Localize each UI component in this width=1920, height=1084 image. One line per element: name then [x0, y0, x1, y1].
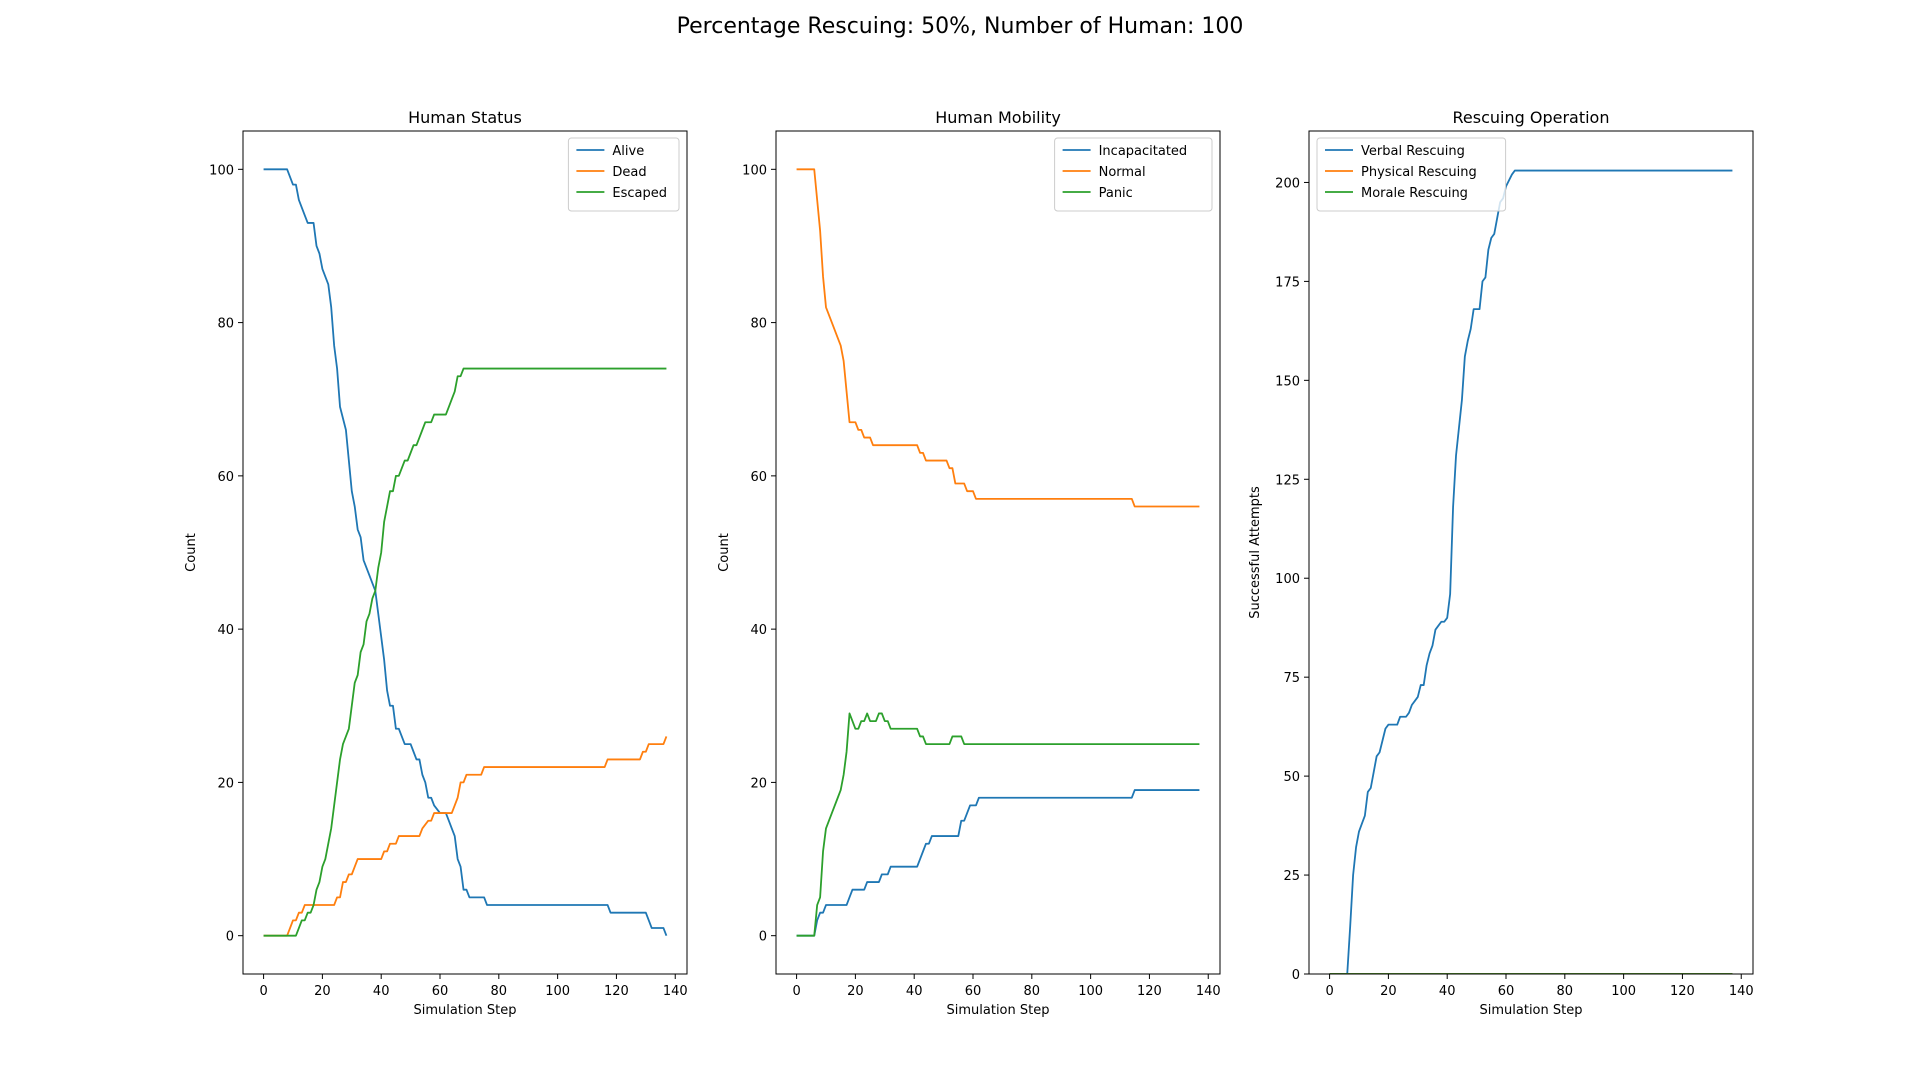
y-tick-label: 50: [1283, 770, 1300, 785]
legend-label-panic: Panic: [1099, 186, 1133, 201]
y-tick-label: 100: [1275, 572, 1300, 587]
x-tick-label: 80: [491, 984, 508, 999]
x-tick-label: 40: [373, 984, 390, 999]
x-tick-label: 140: [663, 984, 688, 999]
series-line-incapacitated: [796, 789, 1200, 937]
legend: Incapacitated Normal Panic: [1054, 137, 1213, 212]
legend: Verbal Rescuing Physical Rescuing Morale R…: [1316, 137, 1507, 212]
legend-label-morale-rescuing: Morale Rescuing: [1361, 186, 1468, 201]
y-tick-label: 40: [750, 623, 767, 638]
x-tick-label: 20: [1380, 984, 1397, 999]
y-tick-label: 0: [226, 930, 234, 945]
legend-label-dead: Dead: [612, 165, 646, 180]
x-axis-label: Simulation Step: [947, 1003, 1050, 1018]
x-tick-label: 20: [847, 984, 864, 999]
legend-label-alive: Alive: [612, 144, 644, 159]
legend-box: [1054, 137, 1213, 212]
x-tick-label: 0: [259, 984, 267, 999]
x-tick-label: 120: [1670, 984, 1695, 999]
y-tick-label: 0: [1292, 968, 1300, 983]
legend-label-incapacitated: Incapacitated: [1099, 144, 1188, 159]
x-tick-label: 140: [1729, 984, 1754, 999]
x-axis-label: Simulation Step: [414, 1003, 517, 1018]
y-tick-label: 80: [217, 317, 234, 332]
legend-label-escaped: Escaped: [612, 186, 667, 201]
axes-frame: [775, 130, 1221, 975]
y-tick-label: 25: [1283, 869, 1300, 884]
series-line-panic: [796, 712, 1200, 937]
subplot-title: Human Mobility: [935, 108, 1061, 127]
y-tick-label: 175: [1275, 275, 1300, 290]
legend-label-physical-rescuing: Physical Rescuing: [1361, 165, 1477, 180]
series-line-escaped: [263, 367, 667, 937]
x-tick-label: 60: [1498, 984, 1515, 999]
series-lines: [263, 168, 668, 937]
x-tick-label: 80: [1557, 984, 1574, 999]
figure-suptitle: Percentage Rescuing: 50%, Number of Huma…: [676, 14, 1244, 39]
legend-box: [1316, 137, 1507, 212]
subplot-title: Human Status: [408, 108, 522, 127]
subplot-title: Rescuing Operation: [1453, 108, 1610, 127]
x-tick-label: 120: [1137, 984, 1162, 999]
series-lines: [796, 168, 1200, 937]
axes-frame: [1308, 130, 1754, 975]
subplot-3: Rescuing Operation 0 20 40 60 80 100 120 140 0 25 5…: [1248, 108, 1754, 1018]
series-line-normal: [796, 168, 1200, 508]
x-tick-label: 120: [604, 984, 629, 999]
x-tick-label: 100: [1078, 984, 1103, 999]
x-tick-label: 0: [1325, 984, 1333, 999]
x-tick-label: 80: [1024, 984, 1041, 999]
y-tick-label: 200: [1275, 176, 1300, 191]
x-tick-label: 40: [906, 984, 923, 999]
x-tick-label: 20: [314, 984, 331, 999]
y-tick-label: 60: [750, 470, 767, 485]
x-axis-label: Simulation Step: [1480, 1003, 1583, 1018]
y-tick-label: 75: [1283, 671, 1300, 686]
y-tick-label: 20: [750, 776, 767, 791]
y-tick-label: 80: [750, 317, 767, 332]
y-tick-label: 60: [217, 470, 234, 485]
x-tick-label: 100: [545, 984, 570, 999]
y-tick-label: 125: [1275, 473, 1300, 488]
x-tick-label: 140: [1196, 984, 1221, 999]
series-lines: [1329, 169, 1733, 974]
y-tick-label: 0: [759, 930, 767, 945]
x-tick-label: 60: [965, 984, 982, 999]
y-tick-label: 100: [742, 163, 767, 178]
series-line-alive: [263, 168, 668, 937]
subplot-2: Human Mobility 0 20 40 60 80 100 120 140 0 20 40 60 8…: [717, 108, 1221, 1018]
y-tick-label: 20: [217, 776, 234, 791]
y-axis-label: Count: [717, 533, 732, 572]
y-tick-label: 100: [209, 163, 234, 178]
y-tick-label: 150: [1275, 374, 1300, 389]
x-tick-label: 100: [1611, 984, 1636, 999]
legend-label-verbal-rescuing: Verbal Rescuing: [1361, 144, 1465, 159]
series-line-dead: [263, 736, 668, 937]
y-axis-label: Successful Attempts: [1248, 486, 1263, 619]
y-tick-label: 40: [217, 623, 234, 638]
legend: Alive Dead Escaped: [567, 137, 680, 212]
legend-label-normal: Normal: [1099, 165, 1146, 180]
x-tick-label: 40: [1439, 984, 1456, 999]
y-axis-label: Count: [184, 533, 199, 572]
subplot-1: Human Status 0 20 40 60 80 100 120 140 0 20 40 60 80 1…: [184, 108, 688, 1018]
series-line-verbal-rescuing: [1329, 169, 1733, 974]
x-tick-label: 60: [432, 984, 449, 999]
axes-frame: [242, 130, 688, 975]
x-tick-label: 0: [792, 984, 800, 999]
